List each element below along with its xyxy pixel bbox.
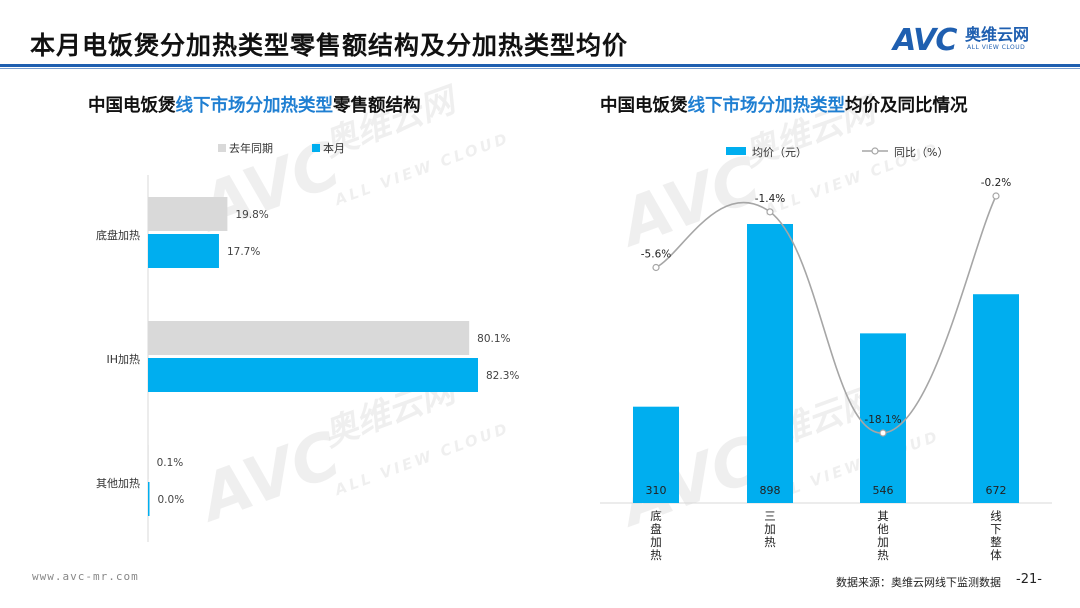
- page-title: 本月电饭煲分加热类型零售额结构及分加热类型均价: [30, 31, 629, 60]
- category-label: 三加热: [764, 509, 776, 549]
- category-label: 其他加热: [877, 509, 889, 562]
- left-chart-title-post: 零售额结构: [333, 96, 421, 116]
- left-chart-title-highlight: 线下市场分加热类型: [175, 96, 334, 116]
- line-point: [992, 192, 1000, 200]
- category-label: 底盘加热: [96, 228, 140, 242]
- legend-swatch: [726, 147, 746, 155]
- bar: [860, 333, 906, 503]
- bar: [148, 358, 478, 392]
- footer-url: www.avc-mr.com: [32, 570, 139, 583]
- line-point: [879, 429, 887, 437]
- data-label: 19.8%: [235, 209, 268, 221]
- category-label: IH加热: [106, 353, 140, 366]
- line-point: [652, 263, 660, 272]
- data-label: 546: [873, 484, 894, 497]
- legend-label: 均价（元）: [752, 146, 807, 159]
- footer-source: 数据来源：奥维云网线下监测数据: [836, 576, 1001, 589]
- legend-swatch: [312, 144, 320, 152]
- bar: [633, 406, 679, 503]
- bar: [148, 321, 470, 355]
- data-label: 898: [760, 484, 781, 497]
- bar: [148, 234, 219, 268]
- bar: [148, 445, 149, 479]
- line-data-label: -1.4%: [755, 193, 785, 205]
- right-chart-title: 中国电饭煲线下市场分加热类型均价及同比情况: [600, 92, 968, 117]
- data-label: 0.0%: [158, 494, 185, 506]
- data-label: 0.1%: [157, 457, 184, 469]
- series-line: [655, 195, 997, 434]
- right-chart-title-pre: 中国电饭煲: [600, 96, 688, 116]
- logo-name-en: ALL VIEW CLOUD: [967, 44, 1026, 51]
- avc-logo: AVC 奥维云网 ALL VIEW CLOUD: [893, 24, 1053, 60]
- category-label: 底盘加热: [650, 509, 662, 562]
- legend-label: 同比（%）: [894, 146, 948, 159]
- left-chart-title-pre: 中国电饭煲: [88, 96, 176, 116]
- data-label: 672: [986, 484, 1007, 497]
- legend-swatch: [218, 144, 226, 152]
- data-label: 82.3%: [486, 370, 519, 382]
- bar: [148, 482, 150, 516]
- right-chart-title-post: 均价及同比情况: [845, 96, 968, 116]
- line-data-label: -18.1%: [864, 414, 901, 426]
- line-data-label: -5.6%: [641, 248, 671, 260]
- left-chart-title: 中国电饭煲线下市场分加热类型零售额结构: [88, 92, 421, 117]
- data-label: 310: [646, 484, 667, 497]
- page-number: -21-: [1016, 572, 1042, 587]
- bar: [148, 197, 228, 231]
- right-chart-title-highlight: 线下市场分加热类型: [687, 96, 846, 116]
- logo-wordmark: AVC: [893, 23, 957, 58]
- data-label: 80.1%: [477, 333, 510, 345]
- logo-name-cn: 奥维云网: [965, 25, 1030, 44]
- line-data-label: -0.2%: [981, 177, 1011, 189]
- legend-label: 本月: [323, 141, 345, 155]
- data-label: 17.7%: [227, 246, 260, 258]
- header-divider: [0, 64, 1080, 67]
- category-label: 线下整体: [990, 509, 1002, 562]
- right-combo-chart: 均价（元） 同比（%） 310 898 546 672 底盘加热 三加热 其他加热 线下整体 -5.…: [600, 146, 1052, 562]
- legend-marker: [871, 147, 879, 155]
- header-divider-thin: [0, 68, 1080, 69]
- line-point: [766, 208, 774, 216]
- legend-label: 去年同期: [229, 141, 273, 155]
- category-label: 其他加热: [96, 477, 140, 490]
- bar: [747, 224, 793, 503]
- bar: [973, 294, 1019, 503]
